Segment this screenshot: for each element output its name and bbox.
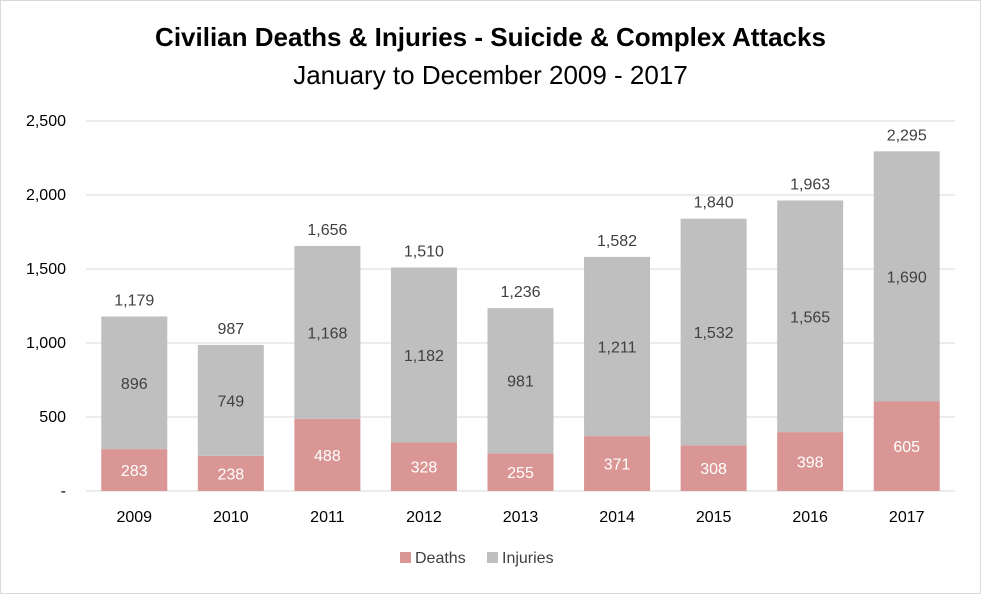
data-label-injuries: 896 [121,376,148,393]
legend-label: Deaths [415,550,466,567]
x-tick-label: 2009 [116,509,152,526]
x-tick-label: 2017 [889,509,925,526]
bar-deaths-2014 [584,436,651,491]
data-label-deaths: 238 [217,466,244,483]
bar-injuries-2011 [294,245,361,419]
data-label-injuries: 981 [507,374,534,391]
x-tick-label: 2016 [792,509,828,526]
data-label-deaths: 488 [314,448,341,465]
y-tick-label: 2,000 [26,187,66,204]
bar-deaths-2016 [777,432,844,491]
bar-deaths-2009 [101,449,168,491]
data-label-deaths: 283 [121,463,148,480]
x-tick-label: 2011 [310,509,345,526]
y-axis-ticks: - 500 1,000 1,500 2,000 2,500 [26,113,66,500]
legend-swatch [487,552,498,563]
bar-injuries-2017 [873,151,940,402]
data-label-total: 1,236 [500,284,540,301]
bar-deaths-2017 [873,401,940,491]
y-tick-label: 1,500 [26,261,66,278]
data-label-total: 1,656 [307,222,347,239]
x-tick-label: 2015 [696,509,732,526]
bar-injuries-2015 [680,218,747,446]
bar-injuries-2013 [487,308,554,454]
chart-subtitle: January to December 2009 - 2017 [293,60,688,90]
bars [101,151,940,491]
y-tick-label: 500 [39,409,66,426]
bar-deaths-2010 [197,455,264,491]
data-label-total: 2,295 [887,127,927,144]
y-tick-label: 1,000 [26,335,66,352]
data-label-total: 1,582 [597,233,637,250]
x-tick-label: 2010 [213,509,249,526]
legend-label: Injuries [502,550,554,567]
y-tick-label: 2,500 [26,113,66,130]
bar-deaths-2013 [487,453,554,491]
data-label-deaths: 328 [411,460,438,477]
y-tick-label: - [61,483,66,500]
x-tick-label: 2012 [406,509,442,526]
data-labels: 283 896 1,179 238 749 987 488 1,168 1,656 328 1,18… [114,127,927,483]
bar-injuries-2012 [390,267,457,443]
x-tick-label: 2014 [599,509,635,526]
x-tick-label: 2013 [503,509,539,526]
data-label-injuries: 1,565 [790,309,830,326]
data-label-injuries: 1,532 [694,325,734,342]
data-label-injuries: 749 [217,393,244,410]
legend: Deaths Injuries [400,550,554,567]
x-axis-ticks: 2009 2010 2011 2012 2013 2014 2015 2016 2017 [116,509,924,526]
data-label-total: 1,963 [790,176,830,193]
data-label-total: 1,510 [404,244,444,261]
data-label-deaths: 255 [507,465,534,482]
legend-swatch [400,552,411,563]
chart-title: Civilian Deaths & Injuries - Suicide & C… [155,22,826,52]
bar-deaths-2012 [390,442,457,491]
data-label-total: 1,179 [114,293,154,310]
data-label-deaths: 371 [604,457,631,474]
bar-injuries-2014 [584,256,651,437]
data-label-deaths: 308 [700,461,727,478]
data-label-injuries: 1,182 [404,348,444,365]
data-label-injuries: 1,690 [887,269,927,286]
bar-deaths-2015 [680,445,747,491]
data-label-total: 1,840 [694,195,734,212]
bar-deaths-2011 [294,418,361,491]
bar-injuries-2016 [777,200,844,433]
bar-injuries-2009 [101,316,168,450]
data-label-injuries: 1,168 [307,325,347,342]
data-label-deaths: 398 [797,455,824,472]
data-label-total: 987 [217,321,244,338]
data-label-injuries: 1,211 [598,339,637,356]
bar-injuries-2010 [197,344,264,456]
data-label-deaths: 605 [893,439,920,456]
